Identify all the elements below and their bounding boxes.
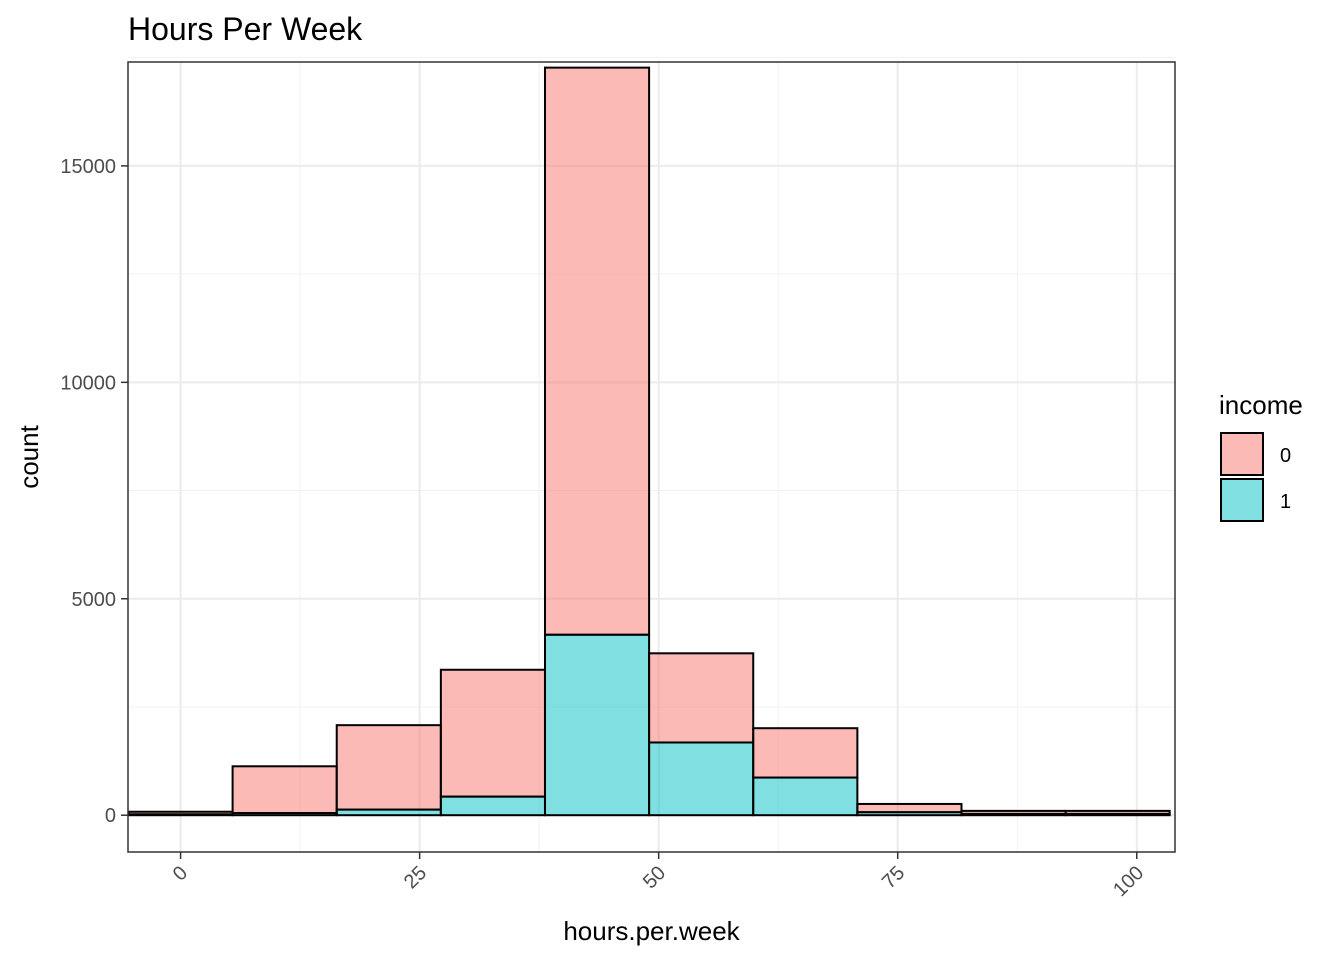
x-tick-label: 50 bbox=[639, 862, 670, 893]
legend-items: 01 bbox=[1220, 432, 1291, 522]
histogram-bars bbox=[127, 66, 1171, 817]
bar-income-0 bbox=[648, 652, 755, 744]
bar-income-0 bbox=[439, 668, 546, 798]
bar-income-0 bbox=[856, 802, 963, 814]
bar-income-0 bbox=[335, 724, 442, 811]
bar-income-0 bbox=[231, 765, 338, 815]
plot-border bbox=[127, 61, 1176, 853]
y-tick-label: 5000 bbox=[72, 589, 117, 611]
x-tick-label: 75 bbox=[878, 862, 909, 893]
legend-label-1: 1 bbox=[1280, 491, 1291, 513]
legend: income 01 bbox=[1219, 390, 1303, 522]
x-tick-label: 100 bbox=[1109, 862, 1148, 901]
legend-swatch-0 bbox=[1220, 432, 1264, 476]
x-tick-label: 25 bbox=[400, 862, 431, 893]
y-tick-label: 15000 bbox=[60, 156, 116, 178]
legend-title: income bbox=[1219, 390, 1303, 420]
bar-income-1 bbox=[648, 741, 755, 817]
x-axis-title: hours.per.week bbox=[563, 916, 740, 946]
chart-title: Hours Per Week bbox=[128, 11, 363, 47]
y-tick-label: 0 bbox=[105, 805, 116, 827]
bar-income-0 bbox=[960, 809, 1067, 815]
bar-income-0 bbox=[127, 810, 234, 816]
bar-income-1 bbox=[543, 633, 651, 817]
bar-income-1 bbox=[439, 795, 546, 817]
bar-income-1 bbox=[752, 776, 859, 817]
bar-income-0 bbox=[752, 727, 859, 779]
bar-income-0 bbox=[543, 66, 651, 636]
bar-income-0 bbox=[1064, 809, 1171, 815]
legend-label-0: 0 bbox=[1280, 445, 1291, 467]
y-tick-label: 10000 bbox=[60, 372, 116, 394]
y-axis-title: count bbox=[14, 424, 44, 488]
x-tick-label: 0 bbox=[169, 862, 192, 885]
legend-swatch-1 bbox=[1220, 478, 1264, 522]
